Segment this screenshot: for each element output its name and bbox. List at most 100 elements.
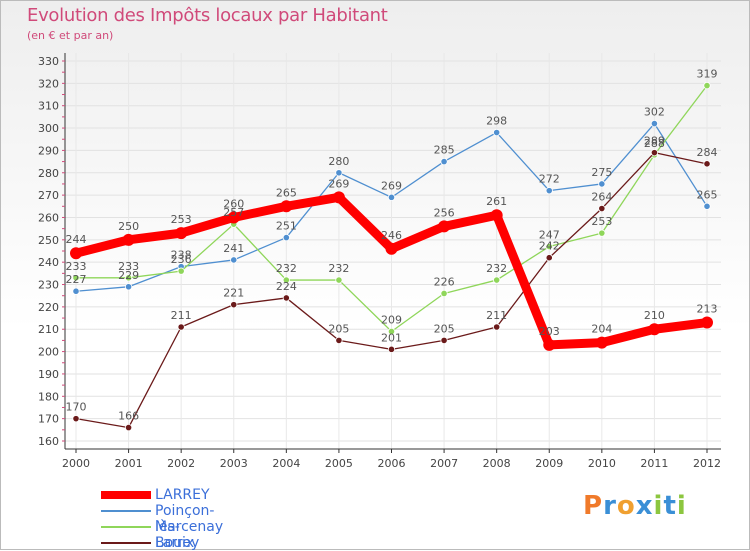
data-label: 257 [223,206,244,219]
x-tick-label: 2006 [378,457,406,470]
data-label: 247 [539,229,560,242]
x-tick-label: 2010 [588,457,616,470]
x-axis-ticks: 2000 2001 2002 2003 2004 2005 2006 2007 2008 2009… [62,457,721,470]
data-point [72,287,80,295]
data-point [648,323,661,336]
y-tick-label: 220 [38,301,59,314]
data-label: 246 [381,229,402,242]
data-point [701,316,713,329]
legend-label: Poinçon-lès-Larrey [155,503,215,551]
data-label: 272 [539,173,560,186]
data-point [385,242,398,255]
data-label: 261 [486,195,507,208]
data-point [230,301,238,309]
data-label: 203 [539,325,560,338]
data-point [650,119,659,128]
x-tick-label: 2002 [167,457,195,470]
data-label: 213 [697,303,718,316]
data-point [545,254,553,262]
data-point [490,209,503,222]
x-tick-label: 2007 [430,457,458,470]
data-label: 170 [66,401,87,414]
data-point [438,220,451,233]
data-label: 211 [486,309,507,322]
x-tick-label: 2005 [325,457,353,470]
data-point [72,274,80,282]
y-tick-label: 310 [38,100,59,113]
y-tick-label: 320 [38,77,59,90]
data-label: 275 [591,166,612,179]
data-label: 265 [276,186,297,199]
data-label: 269 [381,179,402,192]
legend-label: Marcenay [155,519,224,535]
legend-swatch [101,510,151,512]
y-tick-label: 160 [38,435,59,448]
data-label: 253 [171,213,192,226]
data-label: 233 [118,260,139,273]
data-point [122,233,135,246]
data-point [177,323,185,331]
x-tick-label: 2008 [483,457,511,470]
y-tick-label: 250 [38,234,59,247]
data-label: 253 [591,215,612,228]
data-point [595,336,608,349]
y-tick-label: 240 [38,256,59,269]
x-tick-label: 2011 [640,457,668,470]
logo-letter: x [635,491,654,521]
grid [65,53,721,449]
data-labels-group: 227 229 238 241 251 280 269 285 298 272 275 302 265 2… [66,68,718,423]
data-label: 302 [644,106,665,119]
data-label: 260 [223,197,244,210]
data-label: 210 [644,309,665,322]
legend-label: LARREY [155,487,210,503]
y-tick-label: 170 [38,413,59,426]
y-tick-label: 200 [38,346,59,359]
x-tick-label: 2009 [535,457,563,470]
data-label: 269 [328,177,349,190]
data-label: 201 [381,331,402,344]
data-point [124,423,133,432]
y-tick-label: 190 [38,368,59,381]
data-label: 232 [328,262,349,275]
data-label: 251 [276,220,297,233]
data-point [703,81,711,90]
data-label: 288 [644,137,665,150]
y-tick-label: 210 [38,323,59,336]
data-label: 233 [66,260,87,273]
data-point [227,211,240,224]
data-point [177,267,185,275]
y-axis-ticks: 160 170 180 190 200 210 220 230 240 250 260 270 280 2… [38,55,59,448]
data-point [598,180,606,188]
data-point [387,327,396,336]
data-label: 221 [223,287,244,300]
data-point [282,233,290,242]
logo-letter: P [583,491,604,521]
x-tick-label: 2001 [115,457,143,470]
data-label: 319 [697,68,718,81]
y-tick-label: 230 [38,279,59,292]
data-point [70,247,82,260]
data-label: 226 [434,275,455,288]
y-tick-label: 260 [38,211,59,224]
data-point [72,415,80,423]
data-label: 238 [171,249,192,262]
data-point [282,276,290,284]
data-label: 244 [66,233,87,246]
series-group [70,81,713,432]
data-point [280,200,293,213]
logo-letter: i [676,491,687,521]
data-point [335,336,343,345]
data-point [440,157,448,166]
y-tick-label: 280 [38,167,59,180]
data-label: 284 [697,146,718,159]
data-label: 232 [276,262,297,275]
data-point [124,274,133,282]
data-point [440,289,448,298]
legend-swatch [101,491,151,499]
data-label: 166 [118,410,139,423]
data-label: 236 [171,253,192,266]
chart-subtitle: (en € et par an) [27,29,114,42]
y-tick-label: 270 [38,189,59,202]
